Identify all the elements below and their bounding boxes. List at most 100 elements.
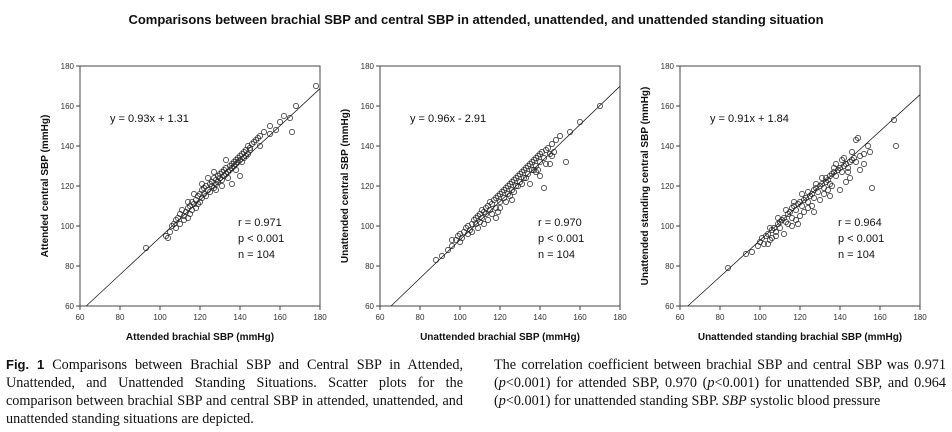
x-tick-label: 60 — [76, 313, 85, 322]
data-point — [241, 155, 247, 161]
data-point — [495, 209, 501, 215]
y-tick-label: 80 — [665, 262, 674, 271]
data-point — [765, 231, 771, 237]
data-point — [541, 155, 547, 161]
data-point — [867, 149, 873, 155]
data-point — [869, 185, 875, 191]
data-point — [797, 213, 803, 219]
data-point — [203, 193, 209, 199]
data-point — [225, 175, 231, 181]
y-axis-label: Unattended standing central SBP (mmHg) — [640, 87, 651, 286]
x-tick-label: 160 — [273, 313, 287, 322]
data-point — [257, 143, 263, 149]
data-point — [231, 159, 237, 165]
data-point — [743, 251, 749, 257]
data-point — [799, 203, 805, 209]
data-point — [829, 183, 835, 189]
data-point — [201, 191, 207, 197]
y-tick-label: 120 — [61, 182, 75, 191]
data-point — [567, 129, 573, 135]
data-point — [433, 257, 439, 263]
figure-title: Comparisons between brachial SBP and cen… — [128, 12, 824, 27]
data-point — [811, 209, 817, 215]
data-point — [535, 167, 541, 173]
data-point — [185, 199, 191, 205]
data-point — [505, 191, 511, 197]
data-point — [177, 221, 183, 227]
data-point — [191, 191, 197, 197]
data-point — [227, 167, 233, 173]
x-tick-label: 60 — [376, 313, 385, 322]
data-point — [831, 165, 837, 171]
x-tick-label: 120 — [793, 313, 807, 322]
data-point — [227, 163, 233, 169]
data-point — [845, 169, 851, 175]
y-tick-label: 80 — [65, 262, 74, 271]
regression-equation: y = 0.96x - 2.91 — [410, 113, 486, 125]
data-point — [557, 133, 563, 139]
p-symbol: p — [498, 375, 506, 391]
data-point — [821, 191, 827, 197]
data-point — [805, 199, 811, 205]
data-point — [235, 159, 241, 165]
x-tick-label: 120 — [493, 313, 507, 322]
data-point — [523, 165, 529, 171]
data-point — [541, 185, 547, 191]
data-point — [551, 149, 557, 155]
data-point — [519, 169, 525, 175]
x-tick-label: 140 — [233, 313, 247, 322]
data-point — [725, 265, 731, 271]
data-point — [827, 181, 833, 187]
data-point — [491, 197, 497, 203]
data-point — [499, 189, 505, 195]
data-point — [853, 159, 859, 165]
data-point — [511, 177, 517, 183]
regression-equation: y = 0.91x + 1.84 — [710, 113, 789, 125]
y-tick-label: 160 — [361, 102, 375, 111]
data-point — [773, 229, 779, 235]
stat-label: p < 0.001 — [538, 233, 584, 245]
data-point — [553, 137, 559, 143]
y-tick-label: 160 — [61, 102, 75, 111]
data-point — [521, 167, 527, 173]
data-point — [233, 167, 239, 173]
data-point — [215, 173, 221, 179]
data-point — [507, 181, 513, 187]
data-point — [497, 191, 503, 197]
x-tick-label: 140 — [833, 313, 847, 322]
data-point — [833, 173, 839, 179]
x-tick-label: 180 — [913, 313, 927, 322]
data-point — [493, 195, 499, 201]
data-point — [449, 243, 455, 249]
stat-label: n = 104 — [538, 249, 575, 261]
y-tick-label: 180 — [361, 62, 375, 71]
data-point — [817, 197, 823, 203]
data-point — [473, 215, 479, 221]
y-tick-label: 140 — [61, 142, 75, 151]
data-point — [531, 167, 537, 173]
stat-label: r = 0.970 — [538, 217, 582, 229]
data-point — [533, 169, 539, 175]
data-point — [815, 189, 821, 195]
data-point — [229, 181, 235, 187]
caption-right-part-3: <0.001) for unattended SBP, and 0.964 ( — [494, 375, 946, 409]
data-point — [805, 189, 811, 195]
data-point — [517, 171, 523, 177]
data-point — [503, 185, 509, 191]
data-point — [847, 175, 853, 181]
data-point — [249, 141, 255, 147]
data-point — [261, 129, 267, 135]
data-point — [503, 199, 509, 205]
data-point — [763, 233, 769, 239]
scatter-plot-unattended: 60 80 100 120 140 160 180 60 80 100 120 140 160 180 y … — [340, 62, 627, 343]
data-point — [533, 155, 539, 161]
x-axis-label: Unattended brachial SBP (mmHg) — [420, 332, 580, 343]
plot-area — [379, 65, 621, 307]
data-point — [267, 123, 273, 129]
data-point — [199, 181, 205, 187]
y-tick-label: 60 — [665, 302, 674, 311]
y-tick-label: 180 — [61, 62, 75, 71]
y-axis-label: Unattended central SBP (mmHg) — [340, 109, 351, 263]
y-tick-label: 140 — [361, 142, 375, 151]
y-axis-label: Attended central SBP (mmHg) — [40, 115, 51, 258]
